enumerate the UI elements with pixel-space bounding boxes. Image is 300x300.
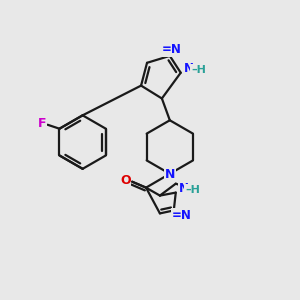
Text: O: O [120,174,130,187]
Text: N: N [165,168,175,181]
Text: N: N [179,182,189,195]
Text: =N: =N [162,44,182,56]
Text: =N: =N [172,209,192,222]
Text: F: F [38,117,46,130]
Text: –H: –H [191,65,206,75]
Text: N: N [184,62,194,75]
Text: –H: –H [185,184,200,195]
